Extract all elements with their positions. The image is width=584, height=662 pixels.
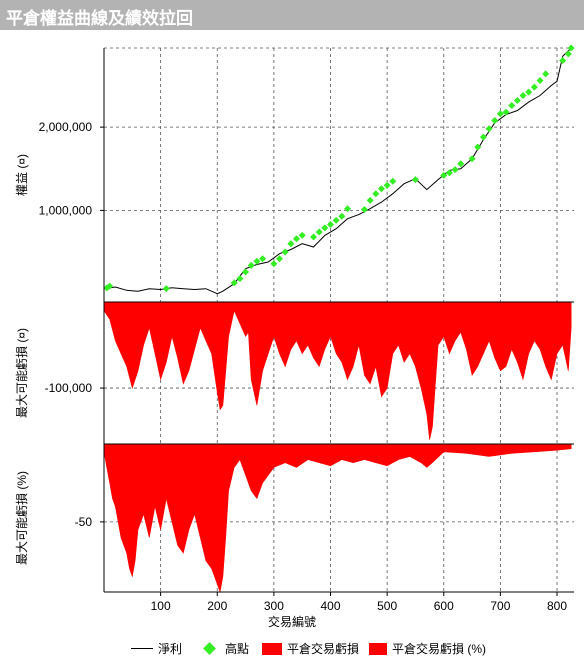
- x-tick-label: 100: [151, 599, 171, 613]
- peak-marker: [372, 190, 380, 198]
- peak-marker: [162, 285, 170, 293]
- peak-marker: [332, 216, 340, 224]
- peak-marker: [508, 101, 516, 109]
- peak-marker: [451, 166, 459, 174]
- legend-label: 淨利: [158, 642, 183, 656]
- peak-marker: [485, 125, 493, 133]
- peak-marker: [468, 155, 476, 163]
- y-tick-label: 1,000,000: [39, 203, 93, 217]
- peak-marker: [559, 56, 567, 64]
- peak-marker: [383, 181, 391, 189]
- peak-marker: [474, 143, 482, 151]
- peak-marker: [457, 160, 465, 168]
- peak-marker: [567, 44, 575, 52]
- peak-marker: [445, 169, 453, 177]
- legend-label: 平倉交易虧損 (%): [392, 642, 486, 656]
- peak-marker: [411, 176, 419, 184]
- x-axis-title: 交易編號: [268, 614, 316, 629]
- window-title: 平倉權益曲線及績效拉回: [6, 9, 193, 28]
- peak-marker: [106, 282, 114, 290]
- peak-marker: [525, 88, 533, 96]
- peak-marker: [519, 91, 527, 99]
- legend-line-swatch: [131, 648, 153, 649]
- peak-marker: [293, 235, 301, 243]
- legend: 淨利 高點 平倉交易虧損 平倉交易虧損 (%): [0, 636, 584, 658]
- equity-line: [103, 47, 572, 295]
- peak-marker: [377, 185, 385, 193]
- peak-marker: [530, 83, 538, 91]
- legend-rect-swatch: [369, 642, 387, 655]
- peak-marker: [236, 275, 244, 283]
- peak-marker: [338, 212, 346, 220]
- y-tick-label: 2,000,000: [39, 120, 93, 134]
- peak-marker: [343, 205, 351, 213]
- x-tick-label: 800: [547, 599, 567, 613]
- title-bar: 平倉權益曲線及績效拉回: [0, 0, 584, 30]
- x-tick-label: 300: [264, 599, 284, 613]
- peak-marker: [564, 50, 572, 58]
- y-axis-title: 最大可能虧損 (%): [14, 471, 29, 565]
- peak-marker: [513, 96, 521, 104]
- x-tick-label: 700: [490, 599, 510, 613]
- x-tick-label: 500: [377, 599, 397, 613]
- y-axis-title: 最大可能虧損 (¤): [14, 328, 29, 418]
- drawdown-area: [103, 301, 572, 440]
- legend-item-net-profit: 淨利: [131, 640, 182, 657]
- peak-marker: [479, 133, 487, 141]
- peak-marker: [360, 206, 368, 214]
- peak-marker: [496, 110, 504, 118]
- peak-marker: [298, 231, 306, 239]
- peak-marker: [327, 221, 335, 229]
- x-tick-label: 200: [207, 599, 227, 613]
- peak-marker: [491, 116, 499, 124]
- peak-marker: [542, 70, 550, 78]
- legend-item-drawdown-pct: 平倉交易虧損 (%): [369, 640, 486, 657]
- peak-marker: [281, 248, 289, 256]
- y-tick-label: -100,000: [45, 381, 93, 395]
- y-axis-title: 權益 (¤): [15, 154, 29, 196]
- peak-marker: [270, 260, 278, 268]
- legend-item-drawdown: 平倉交易虧損: [262, 640, 359, 657]
- legend-item-peak: 高點: [199, 640, 249, 657]
- peak-marker: [253, 257, 261, 265]
- peak-marker: [502, 108, 510, 116]
- peak-marker: [310, 233, 318, 241]
- x-tick-label: 600: [434, 599, 454, 613]
- x-tick-label: 400: [320, 599, 340, 613]
- peak-marker: [276, 255, 284, 263]
- legend-rect-swatch: [262, 642, 282, 655]
- peak-marker: [230, 279, 238, 287]
- peak-marker: [315, 228, 323, 236]
- peak-marker: [287, 240, 295, 248]
- y-tick-label: -50: [75, 515, 93, 529]
- legend-label: 高點: [225, 642, 250, 656]
- peak-marker: [242, 268, 250, 276]
- peak-marker: [440, 171, 448, 179]
- drawdown-pct-area: [103, 443, 572, 594]
- peak-marker: [247, 261, 255, 269]
- peak-marker: [366, 196, 374, 204]
- legend-label: 平倉交易虧損: [287, 642, 360, 656]
- chart-area: 1,000,000 2,000,000 權益 (¤) -100,000 最大可能虧損 (…: [14, 44, 575, 629]
- peak-marker: [389, 177, 397, 185]
- peak-marker: [536, 76, 544, 84]
- legend-diamond-swatch: [203, 642, 216, 655]
- peak-marker: [321, 224, 329, 232]
